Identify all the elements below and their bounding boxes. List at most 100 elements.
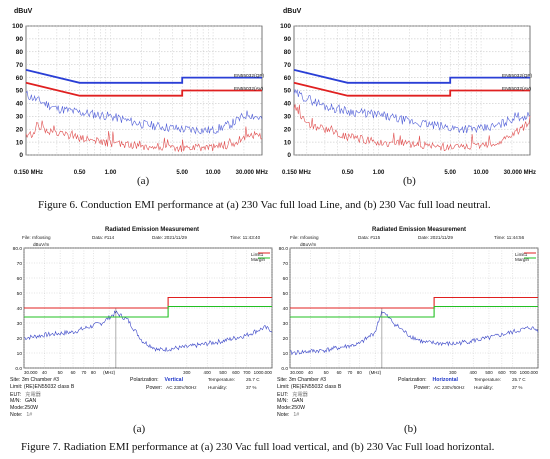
av-measurement-trace: [293, 104, 531, 152]
emission-trace: [289, 310, 539, 356]
x-tick-label: 1000.000: [520, 370, 539, 375]
radiated-a-file: File: rnfoxsing: [22, 235, 51, 240]
x-tick-label: 0.150 MHz: [14, 170, 43, 176]
y-tick-label: 70: [16, 62, 24, 69]
x-tick-label: 30.000: [24, 370, 38, 375]
x-tick-label: 1.00: [105, 170, 117, 176]
conduction-a-unit: dBuV: [14, 8, 33, 15]
y-tick-label: 60: [17, 276, 23, 282]
conduction-b-sublabel: (b): [403, 175, 416, 187]
radiated-a-sublabel: (a): [133, 423, 146, 435]
limit-line: [24, 296, 272, 309]
qp-limit-line: [25, 69, 262, 84]
radiated-b-polarization: Polarization: Horizontal: [398, 377, 458, 383]
qp-measurement-trace: [25, 90, 263, 135]
av-limit-annotation: EN55032(AV): [502, 86, 532, 92]
x-tick-label: 500: [219, 370, 227, 375]
radiated-b-temp-label: Temperature:: [474, 377, 502, 382]
y-tick-label: 40: [283, 306, 289, 312]
x-tick-label: 500: [485, 370, 493, 375]
y-tick-label: 80: [284, 49, 292, 56]
y-tick-label: 50: [17, 291, 23, 297]
x-tick-label: 70: [81, 370, 86, 375]
y-tick-label: 60: [16, 75, 24, 82]
y-tick-label: 90: [16, 36, 24, 43]
y-tick-label: 60: [284, 75, 292, 82]
x-tick-label: 700: [243, 370, 251, 375]
x-tick-label: 600: [498, 370, 506, 375]
x-tick-label: 0.150 MHz: [282, 170, 311, 176]
y-tick-label: 100: [12, 23, 23, 30]
x-tick-label: 300: [449, 370, 457, 375]
limit-line: [290, 296, 538, 309]
y-tick-label: 90: [284, 36, 292, 43]
x-tick-label: 5.00: [444, 170, 456, 176]
radiated-b-legend-margin: Margin: [515, 257, 530, 262]
radiated-b-mn: M/N: GAN: [277, 398, 304, 404]
radiated-a-temp-label: Temperature:: [208, 377, 236, 382]
x-tick-label: 40: [42, 370, 47, 375]
radiated-b-power: Power: AC 230V/50Hz: [414, 385, 465, 391]
margin-line: [290, 305, 538, 318]
radiated-chart-a: 0.0 10 20 30 40 50 60 70 80.0 30.000 40 50 60 70 80 (MH…: [13, 246, 273, 375]
radiated-b-time: Time: 11:44:56: [494, 235, 525, 240]
radiated-a-datano: Data: #114: [92, 235, 115, 240]
y-tick-label: 60: [283, 276, 289, 282]
radiated-b-hum: 37 %: [512, 385, 523, 390]
y-tick-label: 20: [284, 126, 292, 133]
y-tick-label: 50: [283, 291, 289, 297]
x-tick-label: 40: [308, 370, 313, 375]
x-tick-label: 300: [183, 370, 191, 375]
radiated-a-legend-limit: Limit1: [251, 252, 264, 257]
radiated-b-date: Date: 2021/11/29: [418, 235, 453, 240]
radiated-a-temp: 25.7 C: [246, 377, 260, 382]
x-tick-label: 50: [324, 370, 329, 375]
radiated-a-polarization: Polarization: Vertical: [130, 377, 184, 383]
qp-limit-annotation: EN55032(QP): [234, 73, 265, 79]
y-tick-label: 80.0: [279, 246, 289, 252]
radiated-a-title: Radiated Emission Measurement: [105, 227, 200, 233]
y-tick-label: 0: [287, 152, 291, 159]
y-tick-label: 20: [283, 336, 289, 342]
qp-limit-annotation: EN55032(QP): [502, 73, 533, 79]
y-tick-label: 80.0: [13, 246, 23, 252]
y-tick-label: 30: [16, 114, 24, 121]
radiated-a-mode: Mode:250W: [10, 405, 38, 411]
radiated-a-mn: M/N: GAN: [10, 398, 37, 404]
qp-measurement-trace: [293, 88, 531, 134]
av-limit-annotation: EN55032(AV): [234, 86, 264, 92]
x-tick-label: 30.000: [290, 370, 304, 375]
radiated-b-note: Note: 1#: [277, 412, 300, 418]
figure6-caption: Figure 6. Conduction EMI performance at …: [38, 199, 491, 211]
av-limit-line: [25, 81, 262, 97]
y-tick-label: 70: [284, 62, 292, 69]
x-tick-label: 400: [470, 370, 478, 375]
radiated-b-legend-limit: Limit1: [515, 252, 528, 257]
conduction-chart-a: 0 10 20 30 40 50 60 70 80 90 100 0.150 MHz 0.50 1.00 5…: [12, 23, 268, 176]
x-tick-label: 600: [232, 370, 240, 375]
figure7-caption: Figure 7. Radiation EMI performance at (…: [21, 441, 495, 453]
radiated-b-eut: EUT: 充電器: [277, 392, 308, 398]
y-tick-label: 10: [16, 139, 24, 146]
qp-limit-line: [293, 69, 530, 84]
radiated-a-eut: EUT: 充電器: [10, 392, 41, 398]
radiated-a-limit: Limit: (RE)EN55032 class B: [10, 384, 75, 390]
x-tick-label: (MHz): [103, 370, 115, 375]
x-tick-label: 80: [91, 370, 96, 375]
av-measurement-trace: [25, 120, 263, 153]
x-tick-label: 700: [509, 370, 517, 375]
x-tick-label: 80: [357, 370, 362, 375]
y-tick-label: 50: [16, 88, 24, 95]
x-tick-label: 70: [347, 370, 352, 375]
conduction-b-unit: dBuV: [283, 8, 302, 15]
x-tick-label: (MHz): [369, 370, 381, 375]
y-tick-label: 40: [284, 101, 292, 108]
x-tick-label: 30.000 MHz: [504, 170, 536, 176]
radiated-a-site: Site: 3m Chamber #3: [10, 377, 60, 383]
y-tick-label: 50: [284, 88, 292, 95]
x-tick-label: 30.000 MHz: [236, 170, 268, 176]
radiated-a-note: Note: 1#: [10, 412, 33, 418]
radiated-b-sublabel: (b): [404, 423, 417, 435]
radiated-b-title: Radiated Emission Measurement: [372, 227, 467, 233]
y-tick-label: 40: [16, 101, 24, 108]
